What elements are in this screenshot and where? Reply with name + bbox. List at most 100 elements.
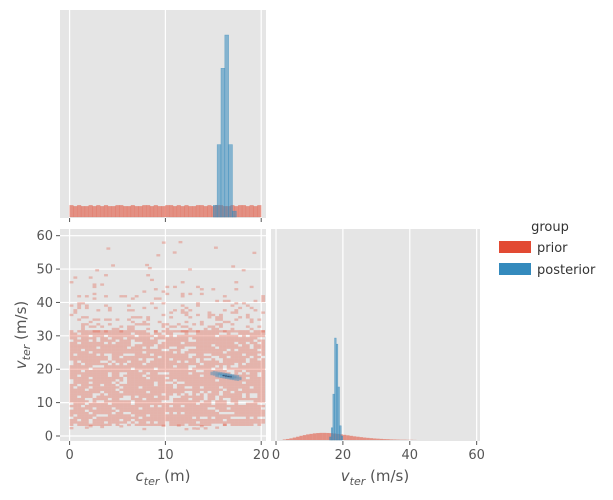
joint-prior-cell [192,330,196,332]
joint-prior-cell [77,421,81,423]
joint-prior-cell [185,407,189,409]
joint-prior-cell [85,377,89,379]
joint-prior-cell [227,337,231,339]
joint-prior-cell [123,414,127,416]
legend-title: group [531,220,569,235]
joint-prior-cell [119,347,123,349]
joint-prior-cell [231,330,235,332]
joint-prior-cell [257,363,261,365]
joint-prior-cell [181,370,185,372]
joint-prior-cell [200,347,204,349]
joint-posterior-cell [230,379,232,380]
joint-prior-cell [208,403,212,405]
joint-prior-cell [150,384,154,386]
joint-prior-cell [93,398,97,400]
joint-prior-cell [127,309,131,311]
joint-prior-cell [162,358,166,360]
joint-prior-cell [104,358,108,360]
joint-prior-cell [146,356,150,358]
joint-prior-cell [177,340,181,342]
joint-prior-cell [127,372,131,374]
joint-prior-cell [200,425,204,427]
joint-prior-cell [96,410,100,412]
joint-prior-cell [169,391,173,393]
joint-prior-cell [108,323,112,325]
joint-prior-cell [169,403,173,405]
joint-prior-cell [196,332,200,334]
joint-prior-cell [77,400,81,402]
joint-prior-cell [219,330,223,332]
joint-prior-cell [119,410,123,412]
joint-prior-cell [192,386,196,388]
joint-prior-cell [238,340,242,342]
joint-prior-cell [77,368,81,370]
joint-prior-cell [177,363,181,365]
joint-prior-cell [77,393,81,395]
joint-prior-cell [123,393,127,395]
joint-prior-cell [165,391,169,393]
joint-prior-cell [70,396,74,398]
joint-prior-cell [234,393,238,395]
joint-prior-cell [173,309,177,311]
joint-prior-cell [89,370,93,372]
joint-prior-cell [185,419,189,421]
joint-prior-cell [234,335,238,337]
joint-prior-cell [70,332,74,334]
joint-prior-cell [135,375,139,377]
joint-prior-cell [131,297,135,299]
joint-prior-cell [108,405,112,407]
joint-prior-cell [150,389,154,391]
joint-prior-cell [77,307,81,309]
v-ter-marginal-background [271,229,480,441]
joint-prior-cell [77,377,81,379]
joint-prior-cell [261,372,265,374]
joint-prior-cell [77,318,81,320]
joint-prior-cell [223,337,227,339]
joint-prior-cell [112,340,116,342]
joint-prior-cell [85,351,89,353]
c-ter-prior-bar [242,205,246,217]
joint-prior-cell [169,361,173,363]
joint-prior-cell [96,396,100,398]
joint-prior-cell [93,361,97,363]
joint-prior-cell [158,347,162,349]
joint-prior-cell [261,358,265,360]
joint-prior-cell [196,391,200,393]
joint-prior-cell [204,407,208,409]
joint-prior-cell [146,393,150,395]
joint-prior-cell [192,419,196,421]
joint-prior-cell [215,382,219,384]
joint-prior-cell [150,372,154,374]
joint-prior-cell [173,340,177,342]
joint-prior-cell [93,342,97,344]
joint-prior-cell [211,328,215,330]
joint-prior-cell [116,407,120,409]
joint-prior-cell [254,419,258,421]
joint-prior-cell [119,358,123,360]
joint-prior-cell [139,375,143,377]
joint-prior-cell [261,375,265,377]
joint-prior-cell [169,368,173,370]
joint-prior-cell [93,325,97,327]
joint-prior-cell [112,368,116,370]
joint-prior-cell [123,344,127,346]
joint-prior-cell [93,410,97,412]
joint-prior-cell [227,391,231,393]
c-ter-prior-bar [127,206,131,217]
joint-prior-cell [127,375,131,377]
joint-prior-cell [93,421,97,423]
joint-prior-cell [165,405,169,407]
joint-prior-cell [254,342,258,344]
c-ter-prior-bar [135,206,139,217]
joint-prior-cell [108,347,112,349]
joint-prior-cell [185,363,189,365]
joint-prior-cell [89,358,93,360]
joint-prior-cell [150,386,154,388]
joint-prior-cell [223,300,227,302]
joint-prior-cell [100,370,104,372]
joint-prior-cell [81,361,85,363]
joint-prior-cell [254,365,258,367]
joint-prior-cell [104,403,108,405]
joint-prior-cell [100,344,104,346]
joint-prior-cell [196,372,200,374]
